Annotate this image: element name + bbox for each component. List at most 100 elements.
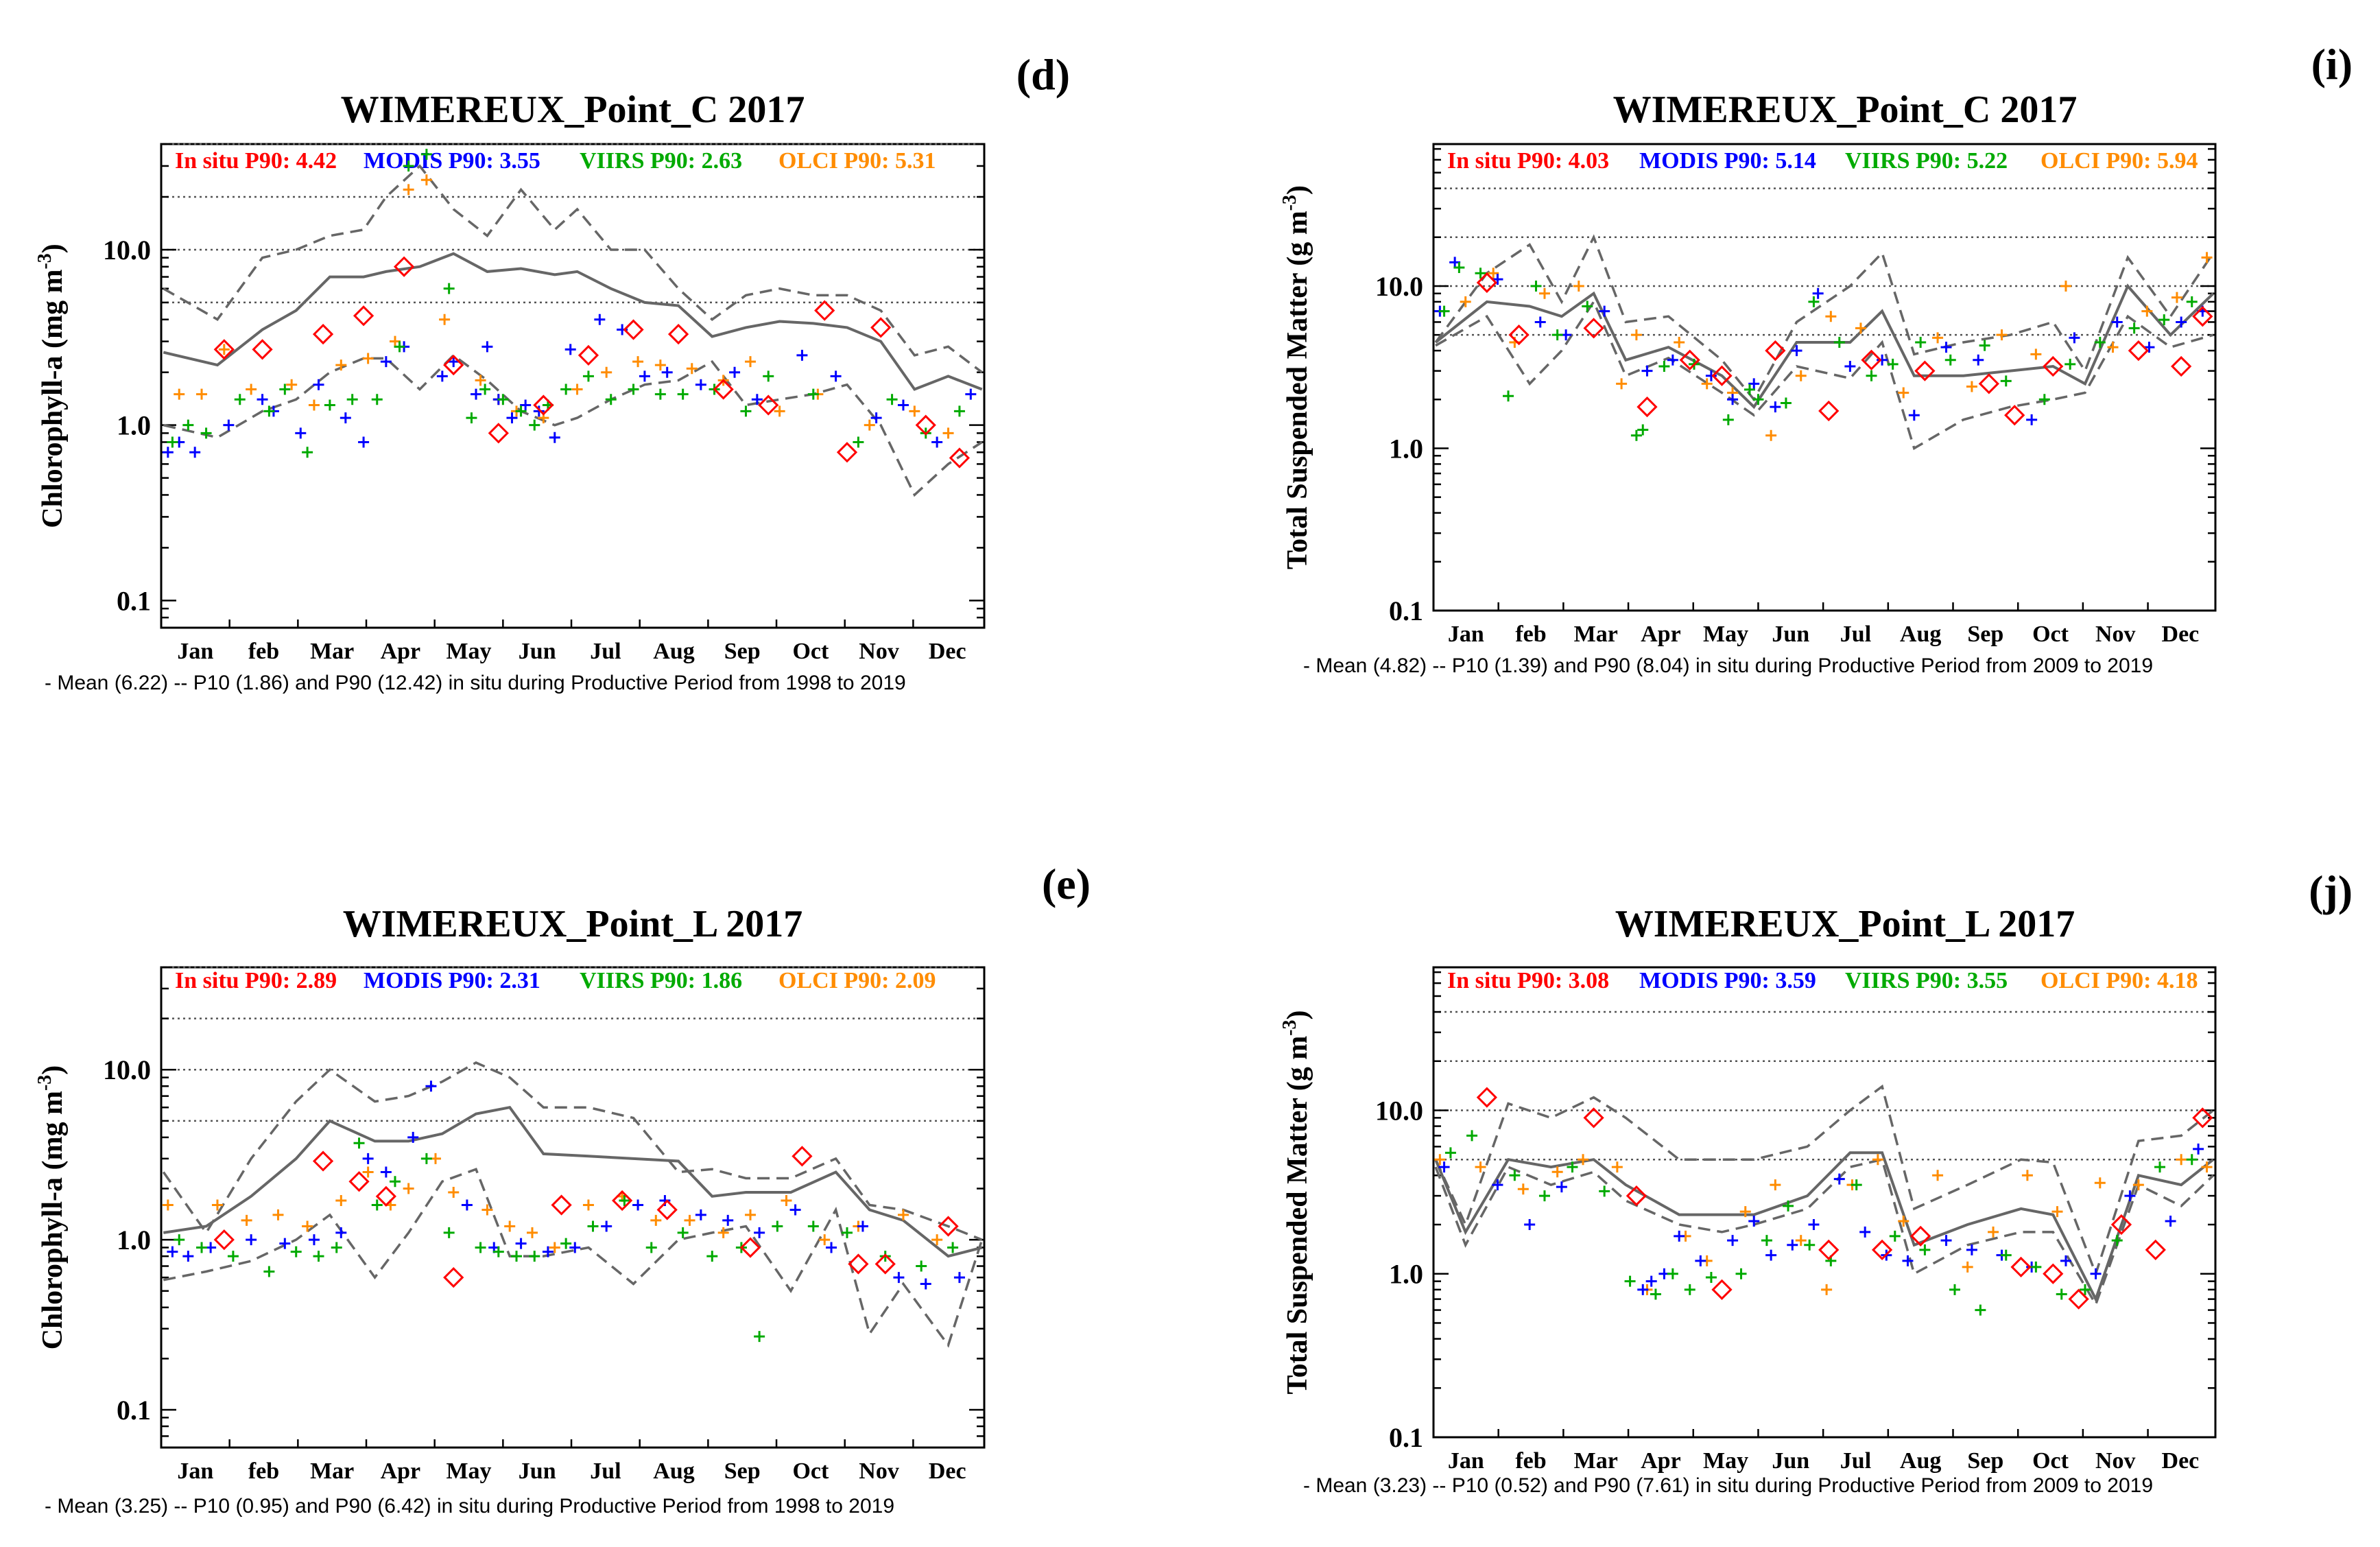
modis-point	[751, 394, 763, 405]
modis-point	[2060, 1255, 2071, 1266]
viirs-point	[529, 1251, 540, 1262]
viirs-point	[263, 405, 275, 417]
viirs-point	[511, 1251, 523, 1262]
modis-point	[2069, 332, 2080, 344]
viirs-point	[1444, 1147, 1456, 1159]
legend-entry: In situ P90: 4.42	[175, 148, 337, 174]
p10-line	[163, 353, 983, 497]
olci-point	[686, 363, 698, 375]
modis-point	[632, 1199, 644, 1211]
x-tick-label: Sep	[724, 639, 761, 664]
chart-j-svg: (j) WIMEREUX_Point_L 2017 0.1 1.0 10.0 Jan feb…	[1279, 866, 2353, 1497]
viirs-point	[560, 383, 572, 395]
legend-entry: VIIRS P90: 2.63	[580, 148, 742, 174]
modis-point	[520, 399, 532, 411]
modis-point	[542, 1246, 554, 1257]
series-group	[1434, 1084, 2215, 1316]
modis-point	[1438, 1161, 1450, 1173]
viirs-point	[492, 1246, 504, 1257]
insitu-point	[915, 414, 936, 436]
viirs-point	[302, 447, 313, 458]
legend-entry: OLCI P90: 5.31	[778, 148, 936, 174]
modis-point	[1748, 1215, 1760, 1227]
y-tick-label: 10.0	[1375, 271, 1423, 302]
x-tick-label: Jun	[1772, 622, 1809, 647]
series-group	[162, 1061, 984, 1348]
insitu-point	[353, 305, 374, 327]
mean-line	[163, 252, 983, 391]
olci-point	[403, 1183, 414, 1194]
olci-point	[1573, 280, 1584, 292]
chart-title: WIMEREUX_Point_L 2017	[1615, 903, 2075, 945]
modis-point	[826, 1242, 837, 1253]
viirs-point	[763, 370, 774, 382]
x-tick-label: Aug	[1900, 622, 1941, 647]
x-tick-label: Dec	[2162, 1448, 2200, 1474]
chart-caption: - Mean (3.25) -- P10 (0.95) and P90 (6.4…	[45, 1495, 894, 1518]
plot-frame	[1432, 143, 2217, 612]
legend-entry: VIIRS P90: 1.86	[580, 968, 742, 993]
olci-point	[2141, 305, 2153, 317]
insitu-point	[312, 1150, 334, 1172]
viirs-point	[196, 1242, 208, 1253]
olci-point	[2094, 1177, 2106, 1189]
insitu-point	[739, 1237, 761, 1258]
y-axis-label-end: )	[1282, 185, 1313, 195]
modis-point	[436, 370, 448, 382]
viirs-point	[182, 419, 194, 431]
viirs-point	[1466, 1130, 1478, 1142]
modis-point	[257, 394, 268, 405]
insitu-point	[1508, 324, 1530, 346]
insitu-point	[1818, 400, 1840, 422]
insitu-point	[2043, 1263, 2064, 1284]
viirs-point	[2064, 358, 2076, 370]
x-tick-label: Jul	[1840, 1448, 1871, 1474]
chart-title: WIMEREUX_Point_C 2017	[1613, 88, 2078, 131]
plot-frame	[160, 966, 986, 1449]
olci-point	[1488, 268, 1499, 279]
olci-point	[241, 1214, 252, 1226]
viirs-point	[1630, 429, 1642, 441]
olci-point	[650, 1214, 662, 1226]
viirs-point	[515, 405, 527, 417]
olci-point	[1475, 1161, 1486, 1173]
modis-point	[461, 1199, 473, 1211]
viirs-point	[1538, 1190, 1550, 1202]
modis-point	[425, 1080, 437, 1092]
x-tick-label: Jul	[590, 1459, 621, 1484]
insitu-point	[443, 354, 464, 376]
viirs-point	[1650, 1288, 1661, 1300]
modis-point	[1727, 1235, 1739, 1247]
insitu-point	[814, 300, 835, 321]
insitu-point	[551, 1194, 572, 1216]
insitu-point	[533, 394, 554, 416]
olci-point	[781, 1195, 792, 1206]
modis-point	[2111, 316, 2123, 328]
viirs-point	[947, 1242, 959, 1253]
x-tick-label: Apr	[1641, 1448, 1681, 1474]
modis-point	[380, 1166, 392, 1178]
viirs-point	[677, 388, 689, 400]
x-tick-label: Mar	[310, 639, 354, 664]
y-axis-label-sup: -3	[1279, 1019, 1300, 1035]
insitu-point	[1583, 1107, 1604, 1129]
insitu-point	[2192, 1107, 2213, 1129]
modis-point	[1748, 378, 1760, 390]
olci-point	[439, 314, 451, 325]
modis-point	[1808, 1219, 1820, 1231]
olci-point	[1674, 336, 1685, 348]
viirs-point	[2111, 1235, 2123, 1247]
insitu-point	[667, 323, 689, 345]
olci-point	[745, 356, 757, 368]
insitu-point	[792, 1146, 813, 1167]
modis-point	[2124, 1190, 2136, 1202]
x-tick-label: Aug	[653, 1459, 694, 1484]
insitu-point	[623, 319, 644, 340]
legend-entry: MODIS P90: 3.59	[1639, 968, 1816, 993]
modis-point	[953, 1272, 965, 1284]
modis-point	[515, 1238, 527, 1249]
viirs-point	[2056, 1288, 2067, 1300]
insitu-point	[1711, 365, 1733, 386]
viirs-point	[529, 419, 540, 431]
modis-point	[870, 412, 882, 424]
